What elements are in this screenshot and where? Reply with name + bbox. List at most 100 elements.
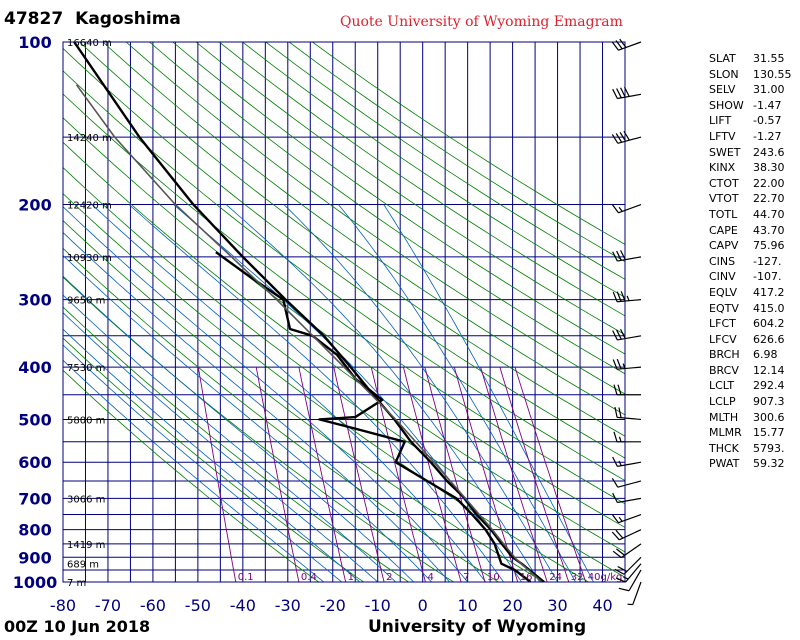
index-value: 31.55 [753, 52, 785, 65]
index-row: EQTV 415.0 [709, 301, 792, 317]
index-key: SLON [709, 67, 739, 81]
barb-flag [611, 204, 619, 214]
index-key: LFTV [709, 129, 736, 143]
index-key: CAPE [709, 223, 738, 237]
wind-barb [615, 563, 642, 583]
moist-adiabat [63, 232, 450, 582]
moist-adiabat [63, 328, 360, 582]
barb-flag [616, 358, 622, 370]
mixing-ratio-label: 2 [386, 572, 392, 583]
barb-half-flag [622, 363, 626, 369]
wind-barb [618, 569, 642, 592]
barb-flag [612, 88, 618, 99]
plot-background [63, 42, 625, 582]
index-key: TOTL [709, 207, 738, 221]
stability-indices-table: SLAT 31.55 SLON 130.55 SELV 31.00 SHOW -1.47 LIF… [709, 51, 792, 472]
index-value: 604.2 [753, 317, 785, 331]
quote-banner: Quote University of Wyoming Emagram [340, 14, 623, 30]
barb-half-flag [618, 436, 622, 442]
index-key: MLMR [709, 426, 742, 440]
pressure-tick-label: 500 [18, 410, 51, 429]
height-label: 10930 m [67, 253, 112, 264]
index-row: CAPE 43.70 [709, 223, 792, 239]
index-row: VTOT 22.70 [709, 191, 792, 207]
dry-adiabat [63, 276, 454, 582]
index-row: CINV -107. [709, 269, 792, 285]
footer-credit: University of Wyoming [368, 617, 587, 637]
dry-adiabat [265, 42, 625, 280]
barb-flag [612, 251, 618, 262]
index-value: 415.0 [753, 301, 785, 315]
index-key: PWAT [709, 457, 740, 471]
barb-flag [617, 384, 622, 395]
wind-barbs [611, 38, 642, 606]
index-key: MLTH [709, 410, 739, 424]
height-label: 689 m [67, 560, 99, 571]
mixing-ratio-label: 0.1 [238, 572, 254, 583]
barb-shaft [632, 581, 642, 605]
wind-barb [614, 407, 642, 421]
station-id: 47827 [4, 9, 64, 29]
station-name: Kagoshima [75, 9, 181, 29]
index-value: 243.6 [753, 145, 785, 159]
moist-adiabat [63, 359, 325, 582]
pressure-tick-label: 300 [18, 291, 51, 310]
index-value: 38.30 [753, 161, 785, 175]
wind-barb [612, 328, 642, 341]
pressure-tick-label: 600 [18, 453, 51, 472]
barb-shaft [617, 136, 642, 144]
index-key: BRCV [709, 363, 739, 377]
temperature-tick-label: 10 [457, 596, 477, 615]
barb-flag [623, 86, 630, 97]
barb-shaft [617, 480, 642, 488]
moist-adiabat [63, 254, 432, 582]
wind-barb [611, 529, 642, 541]
index-key: VTOT [709, 192, 739, 206]
barb-flag [611, 514, 619, 524]
wind-barb [614, 556, 642, 575]
index-value: 15.77 [753, 426, 785, 440]
barb-flag [612, 359, 618, 370]
index-row: SLON 130.55 [709, 67, 792, 83]
index-value: 43.70 [753, 223, 785, 237]
barb-flag [611, 134, 619, 144]
pressure-tick-label: 100 [18, 33, 51, 52]
barb-flag [616, 291, 622, 302]
index-value: 300.6 [753, 410, 785, 424]
dry-adiabat [63, 247, 499, 582]
dry-adiabat [219, 42, 625, 317]
barb-half-flag [618, 460, 622, 466]
index-row: TOTL 44.70 [709, 207, 792, 223]
wind-barb [613, 431, 641, 443]
index-row: LFCV 626.6 [709, 332, 792, 348]
index-row: LCLP 907.3 [709, 394, 792, 410]
mixing-ratio-label: 1 [348, 572, 354, 583]
height-labels: 16640 m 14240 m 12420 m 10930 m 9650 m 7530 m… [67, 38, 112, 589]
dry-adiabat [195, 42, 625, 336]
barb-flag [611, 531, 620, 541]
index-row: CTOT 22.00 [709, 176, 792, 192]
index-key: SWET [709, 145, 741, 159]
dry-adiabat [63, 193, 589, 582]
index-row: SHOW -1.47 [709, 98, 792, 114]
index-key: EQLV [709, 285, 738, 299]
index-row: LFCT 604.2 [709, 316, 792, 332]
index-value: 12.14 [753, 363, 785, 377]
index-row: BRCH 6.98 [709, 347, 792, 363]
index-key: LIFT [709, 114, 732, 128]
temperature-tick-label: -10 [365, 596, 391, 615]
height-label: 14240 m [67, 133, 112, 144]
mixing-ratio-label: 0.4 [301, 572, 317, 583]
barb-half-flag [626, 295, 630, 301]
pressure-tick-label: 400 [18, 358, 51, 377]
barb-flag [619, 38, 627, 48]
mixing-ratio-label: 16 [520, 572, 533, 583]
wind-barb [612, 358, 642, 370]
index-row: SLAT 31.55 [709, 51, 792, 67]
dry-adiabat [63, 369, 319, 582]
height-label: 7530 m [67, 363, 105, 374]
wind-barb [611, 477, 642, 488]
barb-shaft [625, 563, 642, 583]
height-label: 1419 m [67, 540, 105, 551]
